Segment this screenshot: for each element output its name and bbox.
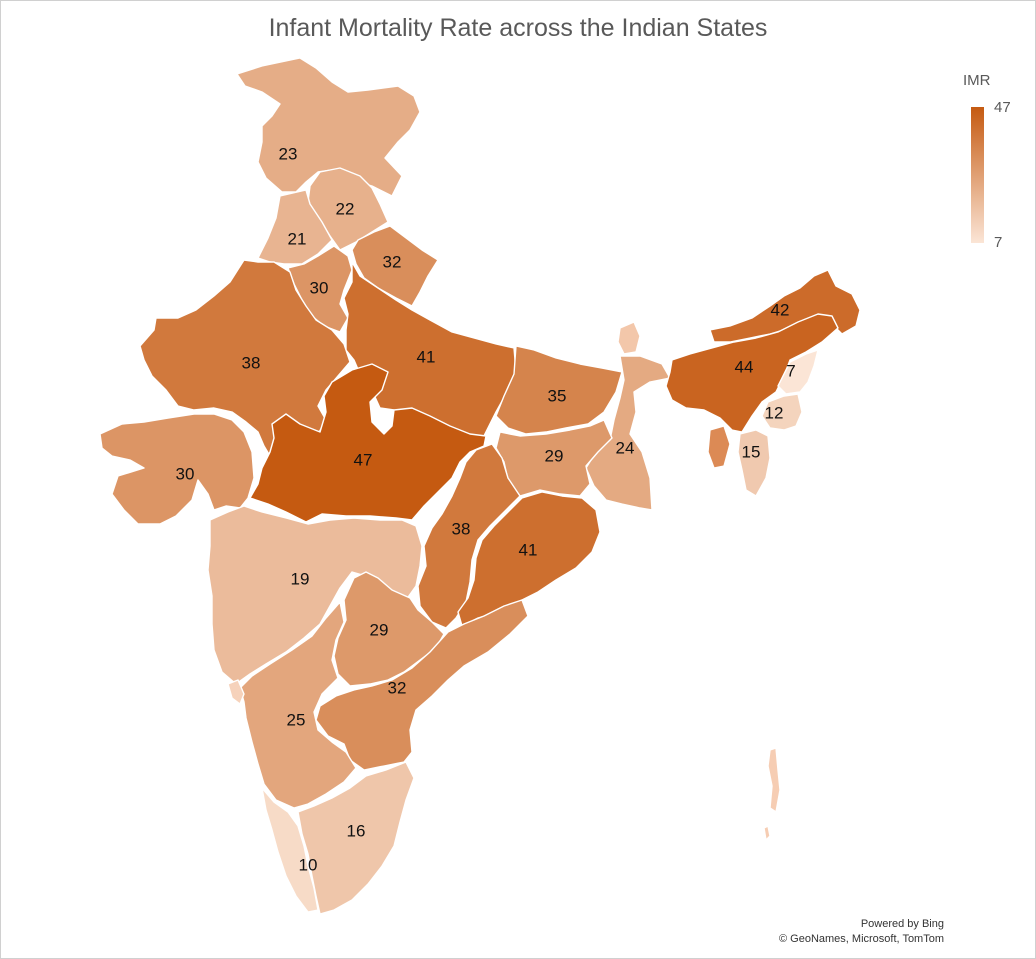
state-madhya-pradesh[interactable] [249,363,487,523]
value-label-madhya-pradesh: 47 [354,450,373,469]
value-label-tamil-nadu: 16 [347,821,366,840]
value-label-arunachal-pradesh: 42 [771,300,790,319]
state-chhattisgarh[interactable] [417,443,521,629]
state-tripura[interactable] [707,425,731,469]
value-label-himachal-pradesh: 22 [336,199,355,218]
state-kerala[interactable] [261,787,319,913]
value-label-assam: 44 [735,357,754,376]
value-label-kerala: 10 [299,855,318,874]
value-label-haryana: 30 [310,278,329,297]
value-label-jammu-kashmir: 23 [279,144,298,163]
state-gujarat[interactable] [99,413,255,525]
state-bihar[interactable] [495,345,623,435]
value-label-manipur: 12 [765,403,784,422]
state-mizoram[interactable] [737,429,771,497]
value-label-maharashtra: 19 [291,569,310,588]
credit-attribution: © GeoNames, Microsoft, TomTom [779,933,944,945]
state-tamil-nadu[interactable] [297,761,415,915]
legend-min-label: 7 [994,234,1003,251]
value-label-gujarat: 30 [176,464,195,483]
map-title: Infant Mortality Rate across the Indian … [268,14,768,42]
legend-max-label: 47 [994,99,1011,116]
value-label-odisha: 41 [519,540,538,559]
value-label-uttarakhand: 32 [383,252,402,271]
credit-powered-by: Powered by Bing [860,918,944,930]
value-label-uttar-pradesh: 41 [417,347,436,366]
value-label-rajasthan: 38 [242,353,261,372]
value-label-bihar: 35 [548,386,567,405]
state-west-bengal[interactable] [585,355,671,511]
state-jammu-kashmir[interactable] [236,57,421,197]
value-label-west-bengal: 24 [616,438,635,457]
value-label-telangana: 29 [370,620,389,639]
andaman-islands [767,747,781,813]
state-andhra-pradesh[interactable] [315,599,529,771]
state-karnataka[interactable] [239,601,357,809]
value-label-andhra-pradesh: 32 [388,678,407,697]
state-nagaland[interactable] [777,349,819,395]
value-label-nagaland: 7 [786,361,795,380]
nicobar-islands [763,825,771,841]
value-label-jharkhand: 29 [545,446,564,465]
value-label-punjab: 21 [288,229,307,248]
state-telangana[interactable] [333,571,445,687]
state-goa[interactable] [227,679,245,705]
value-label-mizoram: 15 [742,442,761,461]
state-arunachal-pradesh[interactable] [709,269,861,343]
state-rajasthan[interactable] [139,259,351,457]
state-uttarakhand[interactable] [351,225,439,307]
state-manipur[interactable] [761,393,803,431]
value-labels: 23 22 21 32 30 38 41 35 42 44 7 12 15 24 29 47 30 38 41 19 2… [176,144,796,874]
state-sikkim[interactable] [617,321,641,355]
value-label-karnataka: 25 [287,710,306,729]
legend-title: IMR [963,72,991,89]
legend-color-scale [971,107,984,243]
value-label-chhattisgarh: 38 [452,519,471,538]
